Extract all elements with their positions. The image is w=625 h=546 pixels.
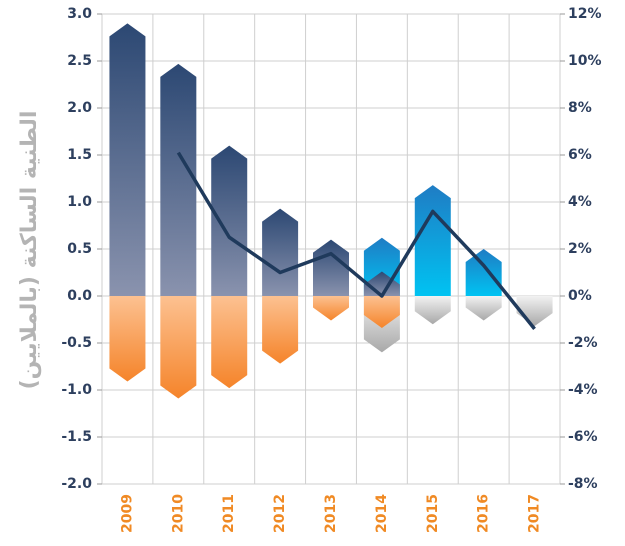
x-tick-label: 2014 <box>374 494 390 533</box>
bar <box>465 249 502 296</box>
bar <box>211 145 248 296</box>
y2-tick-label: 4% <box>568 194 592 210</box>
y2-tick-label: 6% <box>568 147 592 163</box>
y-tick-label: -1.5 <box>61 429 92 445</box>
bar <box>414 185 451 296</box>
bar <box>313 296 349 321</box>
y-tick-label: 1.5 <box>67 147 92 163</box>
y-tick-label: -2.0 <box>61 476 92 492</box>
bar <box>160 296 197 399</box>
x-tick-label: 2011 <box>221 494 237 533</box>
y2-tick-label: 12% <box>568 6 602 22</box>
x-tick-label: 2010 <box>170 494 186 533</box>
y-tick-label: -0.5 <box>61 335 92 351</box>
y2-tick-label: -4% <box>568 382 598 398</box>
y2-tick-label: -2% <box>568 335 598 351</box>
y2-tick-label: -6% <box>568 429 598 445</box>
y-tick-label: 0.5 <box>67 241 92 257</box>
bar <box>211 296 248 389</box>
bar <box>160 63 197 296</box>
x-tick-label: 2012 <box>272 494 288 533</box>
x-tick-label: 2016 <box>476 494 492 533</box>
y-tick-label: 3.0 <box>67 6 92 22</box>
y-tick-label: 2.5 <box>67 53 92 69</box>
y2-tick-label: -8% <box>568 476 598 492</box>
y2-tick-label: 10% <box>568 53 602 69</box>
line <box>176 151 536 330</box>
y-tick-label: 2.0 <box>67 100 92 116</box>
y-tick-label: 1.0 <box>67 194 92 210</box>
bar <box>313 239 349 296</box>
bar <box>363 296 400 328</box>
bar <box>414 296 451 325</box>
bar <box>109 23 146 297</box>
x-tick-label: 2013 <box>323 494 339 533</box>
y-tick-label: 0.0 <box>67 288 92 304</box>
y-tick-label: -1.0 <box>61 382 92 398</box>
bar <box>262 296 299 364</box>
x-tick-label: 2009 <box>119 494 135 533</box>
y2-tick-label: 8% <box>568 100 592 116</box>
bar <box>109 296 146 382</box>
y2-tick-label: 2% <box>568 241 592 257</box>
bar <box>262 208 299 296</box>
x-tick-label: 2015 <box>425 494 441 533</box>
bar <box>465 296 502 321</box>
y2-tick-label: 0% <box>568 288 592 304</box>
x-tick-label: 2017 <box>527 494 543 533</box>
y-axis-title: الطنية الساكنة (بالملايين) <box>17 111 42 390</box>
